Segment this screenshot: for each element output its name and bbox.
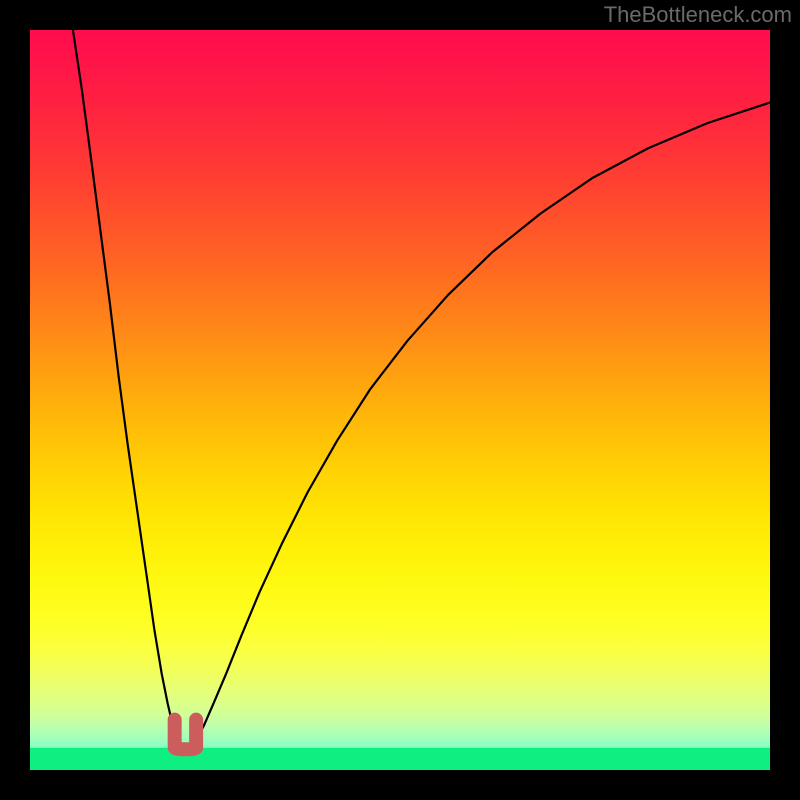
watermark-text: TheBottleneck.com [604, 2, 792, 28]
chart-container: TheBottleneck.com [0, 0, 800, 800]
green-band [30, 748, 770, 770]
chart-background [30, 30, 770, 770]
bottleneck-chart [30, 30, 770, 770]
plot-area [30, 30, 770, 770]
